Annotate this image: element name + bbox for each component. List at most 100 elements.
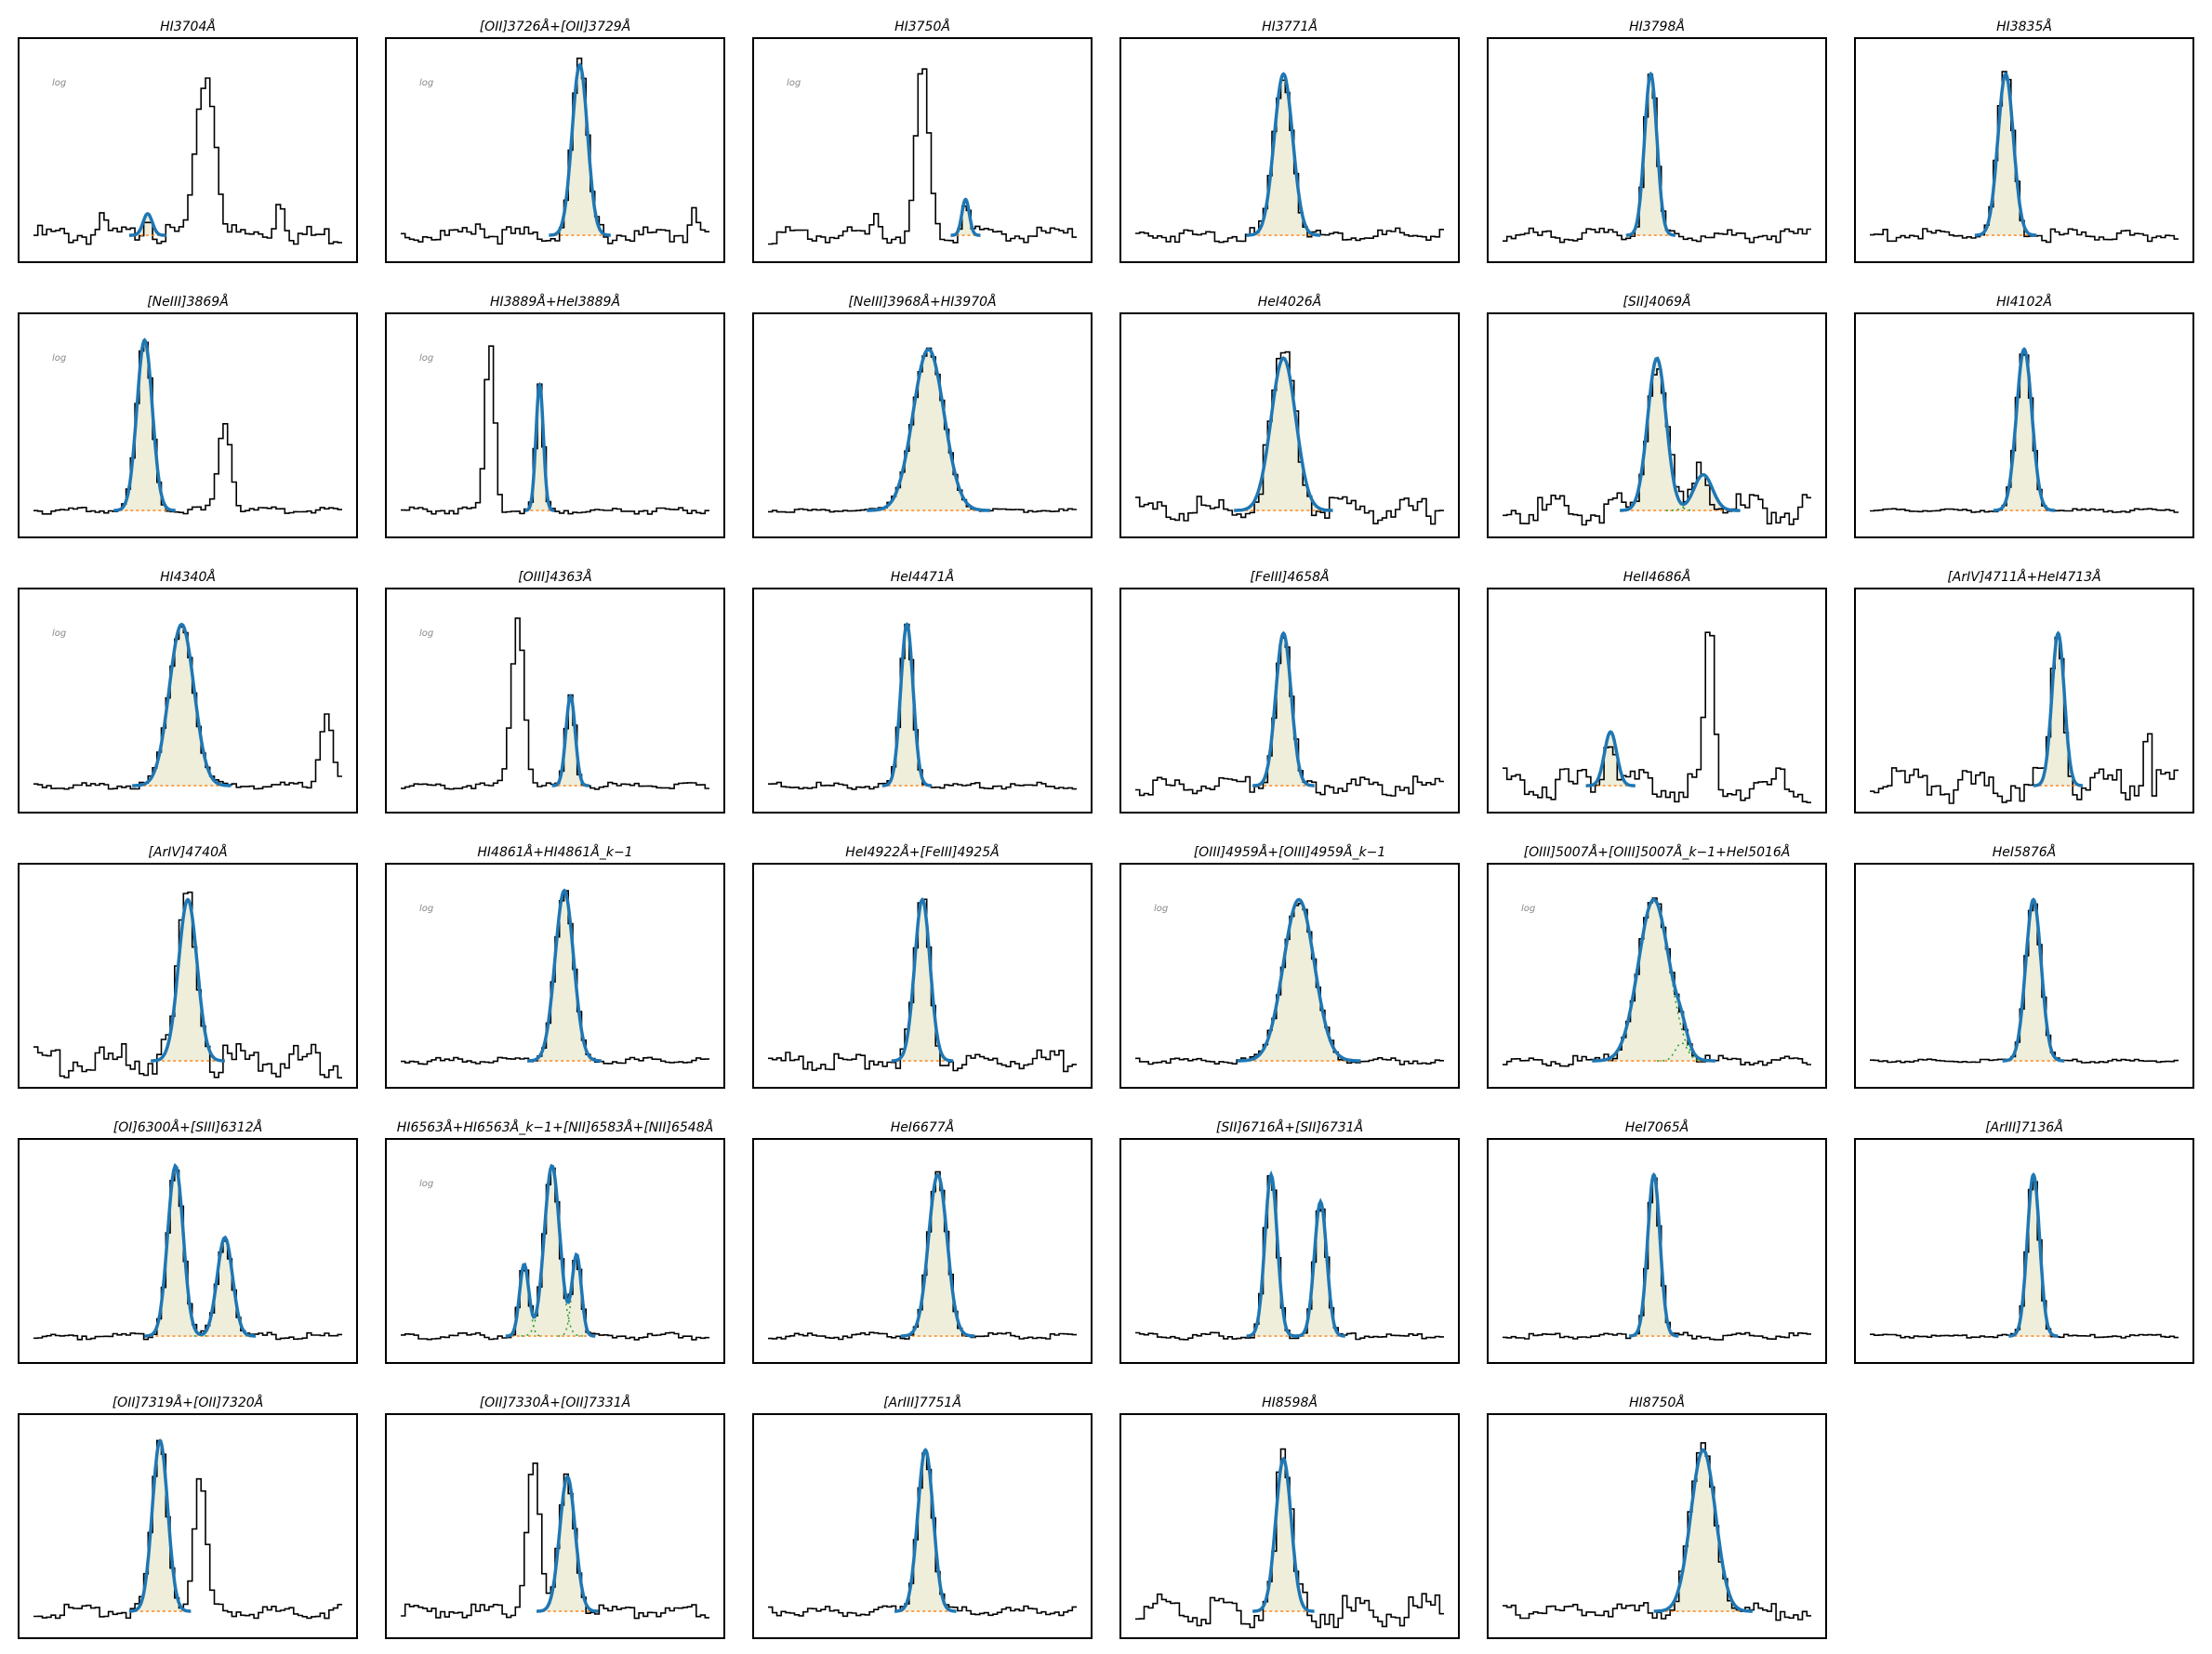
- fit-curve: [144, 1162, 256, 1338]
- panel-frame: [1487, 1413, 1827, 1639]
- panel-title: HI3798Å: [1629, 19, 1685, 34]
- panel-title: HeI7065Å: [1625, 1119, 1689, 1135]
- fit-curve: [2008, 1171, 2059, 1338]
- panel-frame: [1119, 588, 1460, 814]
- fit-curve: [1592, 897, 1716, 1063]
- panel: [OI]6300Å+[SIII]6312Å: [18, 1119, 358, 1364]
- fit-curve: [881, 621, 932, 787]
- fit-curve: [151, 897, 225, 1063]
- panel: HI8598Å: [1119, 1395, 1460, 1639]
- fit-area: [867, 349, 991, 511]
- observed-spectrum: [33, 626, 342, 790]
- panel: HI3750Å log: [752, 19, 1093, 263]
- observed-spectrum: [1503, 368, 1811, 526]
- panel-frame: [1854, 588, 2194, 814]
- panel-frame: [1854, 863, 2194, 1089]
- panel-title: [ArIV]4740Å: [148, 844, 227, 860]
- fit-area: [900, 1174, 975, 1337]
- scale-note: log: [419, 353, 433, 364]
- panel: HI3771Å: [1119, 19, 1460, 263]
- panel-title: HeI4471Å: [891, 569, 954, 585]
- observed-spectrum: [1135, 1175, 1444, 1341]
- panel: [NeIII]3968Å+HI3970Å: [752, 294, 1093, 538]
- fit-area: [881, 624, 932, 787]
- observed-spectrum: [1503, 1177, 1811, 1341]
- scale-note: log: [419, 904, 433, 914]
- panel-title: HI6563Å+HI6563Å_k−1+[NII]6583Å+[NII]6548…: [397, 1119, 713, 1135]
- panel-frame: [385, 312, 725, 538]
- fit-area: [151, 899, 225, 1062]
- panel: [ArIII]7751Å: [752, 1395, 1093, 1639]
- fit-curve: [2002, 897, 2065, 1063]
- fit-curve: [1252, 630, 1315, 787]
- observed-spectrum: [401, 345, 709, 515]
- panel-title: [OI]6300Å+[SIII]6312Å: [113, 1119, 262, 1135]
- panel-title: [NeIII]3968Å+HI3970Å: [848, 294, 996, 310]
- panel-title: HI4102Å: [1996, 294, 2052, 310]
- panel-title: [OIII]4959Å+[OIII]4959Å_k−1: [1194, 844, 1386, 860]
- panel-title: [OIII]4363Å: [518, 569, 592, 585]
- panel-frame: [1487, 312, 1827, 538]
- fit-curve: [2033, 630, 2084, 787]
- fit-curve: [113, 337, 176, 512]
- fit-curve: [1993, 347, 2056, 512]
- observed-spectrum: [33, 891, 342, 1078]
- panel: HeI4922Å+[FeIII]4925Å: [752, 844, 1093, 1089]
- fit-curve: [894, 1448, 957, 1613]
- fit-area: [113, 339, 176, 511]
- fit-area: [1585, 732, 1636, 787]
- fit-curve: [132, 622, 232, 787]
- fit-curve: [1246, 1170, 1345, 1338]
- observed-spectrum: [401, 57, 709, 245]
- observed-spectrum: [768, 623, 1077, 790]
- panel: [OII]3726Å+[OII]3729Å log: [385, 19, 725, 263]
- observed-spectrum: [1870, 636, 2179, 804]
- fit-area: [128, 213, 166, 236]
- panel: [ArIII]7136Å: [1854, 1119, 2194, 1364]
- panel-title: [SII]6716Å+[SII]6731Å: [1216, 1119, 1363, 1135]
- observed-spectrum: [1503, 1442, 1811, 1621]
- panel: HI3889Å+HeI3889Å log: [385, 294, 725, 538]
- panel-title: HeI5876Å: [1993, 844, 2056, 860]
- panel-title: [OII]7319Å+[OII]7320Å: [113, 1395, 264, 1410]
- fit-curve: [128, 1438, 192, 1613]
- panel-frame: [18, 863, 358, 1089]
- observed-spectrum: [33, 1439, 342, 1620]
- panel-title: [OIII]5007Å+[OIII]5007Å_k−1+HeI5016Å: [1524, 844, 1791, 860]
- fit-curve: [950, 197, 981, 237]
- panel-title: HI3750Å: [894, 19, 950, 34]
- fit-area: [950, 199, 981, 236]
- fit-curve: [1974, 72, 2037, 237]
- fit-curve: [1629, 1171, 1679, 1338]
- fit-curve: [551, 694, 589, 787]
- observed-spectrum: [1870, 353, 2179, 513]
- observed-spectrum: [1870, 71, 2179, 244]
- fit-area: [2008, 1174, 2059, 1337]
- fit-area: [1592, 899, 1716, 1062]
- panel-title: HeI4922Å+[FeIII]4925Å: [845, 844, 999, 860]
- panel-frame: [752, 588, 1093, 814]
- panel: [ArIV]4711Å+HeI4713Å: [1854, 569, 2194, 814]
- fit-curve: [536, 1475, 599, 1613]
- scale-note: log: [419, 1179, 433, 1189]
- fit-curve: [1246, 72, 1321, 237]
- panel: HeI4471Å: [752, 569, 1093, 814]
- panel-title: HI4861Å+HI4861Å_k−1: [477, 844, 632, 860]
- panel-title: HI8598Å: [1262, 1395, 1318, 1410]
- fit-curve: [1234, 356, 1333, 512]
- fit-area: [1993, 349, 2056, 511]
- panel: HeI7065Å: [1487, 1119, 1827, 1364]
- panel-frame: [385, 863, 725, 1089]
- panel-frame: [385, 588, 725, 814]
- panel-frame: [1119, 312, 1460, 538]
- panel: HI4340Å log: [18, 569, 358, 814]
- panel-frame: [752, 863, 1093, 1089]
- observed-spectrum: [1870, 903, 2179, 1064]
- fit-area: [1653, 1449, 1753, 1612]
- fit-curve: [1625, 71, 1676, 237]
- panel-title: HI8750Å: [1629, 1395, 1685, 1410]
- fit-area: [128, 1440, 192, 1612]
- fit-area: [1252, 1459, 1315, 1612]
- panel: [ArIV]4740Å: [18, 844, 358, 1089]
